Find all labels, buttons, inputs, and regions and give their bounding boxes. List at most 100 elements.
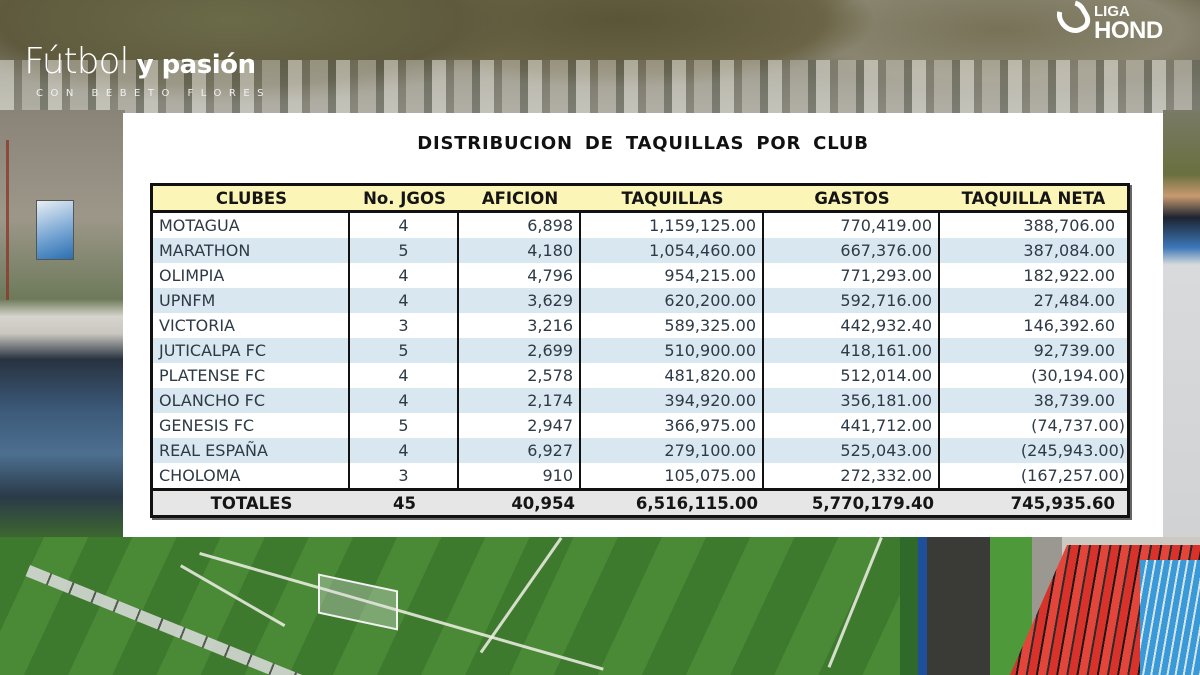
show-logo: Fútbol y pasión CON BEBETO FLORES: [24, 44, 271, 100]
gate: 1,054,460.00: [581, 238, 764, 263]
games: 5: [350, 238, 459, 263]
expenses: 441,712.00: [764, 413, 940, 438]
floodlight-tower: [6, 140, 46, 300]
games: 4: [350, 388, 459, 413]
attendance: 910: [459, 463, 581, 488]
attendance: 2,947: [459, 413, 581, 438]
games: 4: [350, 213, 459, 238]
card-title: DISTRIBUCION DE TAQUILLAS POR CLUB: [417, 133, 869, 154]
totals-label: TOTALES: [210, 493, 293, 513]
net: (245,943.00): [1020, 441, 1125, 460]
expenses: 272,332.00: [764, 463, 940, 488]
attendance: 2,578: [459, 363, 581, 388]
gate: 620,200.00: [581, 288, 764, 313]
attendance: 6,927: [459, 438, 581, 463]
table-row: OLIMPIA 4 4,796 954,215.00 771,293.00 18…: [153, 263, 1127, 288]
attendance: 4,180: [459, 238, 581, 263]
net: (30,194.00): [1031, 366, 1125, 385]
net: (74,737.00): [1031, 416, 1125, 435]
header-clubes: CLUBES: [215, 188, 288, 208]
games: 3: [350, 463, 459, 488]
football-pitch: [0, 537, 900, 675]
expenses: 667,376.00: [764, 238, 940, 263]
table-totals-row: TOTALES 45 40,954 6,516,115.00 5,770,179…: [153, 488, 1127, 515]
expenses: 592,716.00: [764, 288, 940, 313]
liga-nacional-logo-icon: [1051, 0, 1095, 40]
billboard: [36, 200, 74, 260]
expenses: 418,161.00: [764, 338, 940, 363]
header-expenses: GASTOS: [814, 188, 890, 208]
expenses: 770,419.00: [764, 213, 940, 238]
attendance: 6,898: [459, 213, 581, 238]
table-header-row: CLUBES No. JGOS AFICION TAQUILLAS GASTOS…: [153, 186, 1127, 213]
gate: 954,215.00: [581, 263, 764, 288]
games: 5: [350, 338, 459, 363]
games: 4: [350, 288, 459, 313]
gate: 510,900.00: [581, 338, 764, 363]
gate-distribution-card: DISTRIBUCION DE TAQUILLAS POR CLUB CLUBE…: [123, 113, 1163, 537]
header-games: No. JGOS: [363, 188, 446, 208]
gate-distribution-table: CLUBES No. JGOS AFICION TAQUILLAS GASTOS…: [150, 183, 1130, 518]
league-logo-top: LIGA: [1094, 3, 1130, 20]
table-row: OLANCHO FC 4 2,174 394,920.00 356,181.00…: [153, 388, 1127, 413]
totals-attendance: 40,954: [511, 493, 575, 513]
gate: 366,975.00: [581, 413, 764, 438]
table-body: MOTAGUA 4 6,898 1,159,125.00 770,419.00 …: [153, 213, 1127, 488]
show-title-accent: y pasión: [136, 50, 256, 80]
gate: 481,820.00: [581, 363, 764, 388]
club-name: MARATHON: [153, 238, 350, 263]
club-name: PLATENSE FC: [153, 363, 350, 388]
background-stadium-left: [0, 110, 125, 540]
net: (167,257.00): [1020, 466, 1125, 485]
net: 92,739.00: [1033, 341, 1115, 360]
games: 4: [350, 363, 459, 388]
net: 182,922.00: [1023, 266, 1115, 285]
games: 4: [350, 438, 459, 463]
expenses: 442,932.40: [764, 313, 940, 338]
club-name: GENESIS FC: [153, 413, 350, 438]
table-row: VICTORIA 3 3,216 589,325.00 442,932.40 1…: [153, 313, 1127, 338]
league-logo: LIGA HOND: [1051, 0, 1163, 43]
totals-net: 745,935.60: [1010, 493, 1115, 513]
club-name: UPNFM: [153, 288, 350, 313]
games: 4: [350, 263, 459, 288]
expenses: 525,043.00: [764, 438, 940, 463]
table-row: MOTAGUA 4 6,898 1,159,125.00 770,419.00 …: [153, 213, 1127, 238]
table-row: MARATHON 5 4,180 1,054,460.00 667,376.00…: [153, 238, 1127, 263]
stadium-seats-blue: [1140, 560, 1200, 675]
expenses: 356,181.00: [764, 388, 940, 413]
table-row: UPNFM 4 3,629 620,200.00 592,716.00 27,4…: [153, 288, 1127, 313]
expenses: 512,014.00: [764, 363, 940, 388]
table-row: JUTICALPA FC 5 2,699 510,900.00 418,161.…: [153, 338, 1127, 363]
show-subtitle: CON BEBETO FLORES: [36, 88, 271, 99]
club-name: OLIMPIA: [153, 263, 350, 288]
gate: 394,920.00: [581, 388, 764, 413]
games: 5: [350, 413, 459, 438]
header-net: TAQUILLA NETA: [961, 188, 1106, 208]
gate: 105,075.00: [581, 463, 764, 488]
expenses: 771,293.00: [764, 263, 940, 288]
attendance: 3,629: [459, 288, 581, 313]
header-gate: TAQUILLAS: [621, 188, 724, 208]
attendance: 3,216: [459, 313, 581, 338]
gate: 279,100.00: [581, 438, 764, 463]
table-row: CHOLOMA 3 910 105,075.00 272,332.00 (167…: [153, 463, 1127, 488]
gate: 589,325.00: [581, 313, 764, 338]
net: 388,706.00: [1023, 216, 1115, 235]
table-row: PLATENSE FC 4 2,578 481,820.00 512,014.0…: [153, 363, 1127, 388]
attendance: 4,796: [459, 263, 581, 288]
club-name: JUTICALPA FC: [153, 338, 350, 363]
club-name: CHOLOMA: [153, 463, 350, 488]
club-name: VICTORIA: [153, 313, 350, 338]
net: 27,484.00: [1033, 291, 1115, 310]
club-name: REAL ESPAÑA: [153, 438, 350, 463]
net: 387,084.00: [1023, 241, 1115, 260]
net: 146,392.60: [1023, 316, 1115, 335]
header-attendance: AFICION: [481, 188, 559, 208]
totals-expenses: 5,770,179.40: [811, 493, 934, 513]
club-name: MOTAGUA: [153, 213, 350, 238]
gate: 1,159,125.00: [581, 213, 764, 238]
club-name: OLANCHO FC: [153, 388, 350, 413]
background-stadium-right: [1163, 110, 1200, 540]
